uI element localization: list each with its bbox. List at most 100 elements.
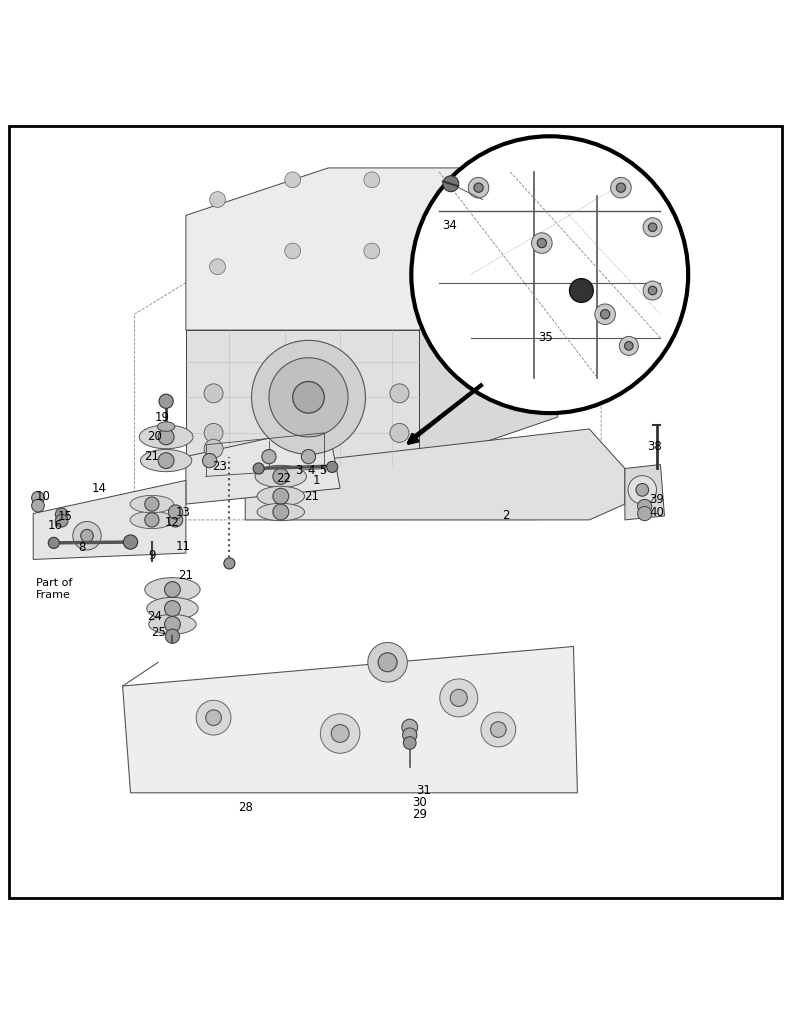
Text: 12: 12 bbox=[165, 516, 180, 528]
Circle shape bbox=[327, 462, 338, 472]
Text: 3: 3 bbox=[295, 464, 303, 477]
Circle shape bbox=[364, 172, 380, 187]
Ellipse shape bbox=[157, 422, 175, 431]
Circle shape bbox=[202, 454, 217, 468]
Circle shape bbox=[506, 196, 522, 211]
Circle shape bbox=[628, 475, 657, 504]
Text: 10: 10 bbox=[36, 489, 51, 503]
Text: 11: 11 bbox=[176, 540, 191, 553]
Circle shape bbox=[210, 259, 225, 274]
Circle shape bbox=[364, 243, 380, 259]
Circle shape bbox=[468, 177, 489, 198]
Circle shape bbox=[81, 529, 93, 542]
Text: 16: 16 bbox=[48, 519, 62, 531]
Circle shape bbox=[285, 172, 301, 187]
Circle shape bbox=[619, 337, 638, 355]
Polygon shape bbox=[186, 330, 419, 465]
Ellipse shape bbox=[149, 614, 196, 634]
Circle shape bbox=[32, 492, 44, 504]
Text: Part of
Frame: Part of Frame bbox=[36, 578, 72, 599]
Circle shape bbox=[48, 538, 59, 549]
Circle shape bbox=[331, 725, 349, 742]
Text: 40: 40 bbox=[649, 506, 664, 518]
Circle shape bbox=[411, 136, 688, 413]
Circle shape bbox=[450, 689, 467, 707]
Text: 20: 20 bbox=[148, 429, 162, 442]
Text: 35: 35 bbox=[539, 332, 553, 344]
Circle shape bbox=[123, 535, 138, 549]
Ellipse shape bbox=[257, 486, 305, 506]
Circle shape bbox=[443, 251, 459, 267]
Circle shape bbox=[165, 616, 180, 632]
Circle shape bbox=[443, 176, 459, 191]
Circle shape bbox=[204, 384, 223, 402]
Circle shape bbox=[55, 508, 68, 520]
Text: 30: 30 bbox=[412, 796, 426, 809]
Circle shape bbox=[600, 309, 610, 318]
Circle shape bbox=[206, 710, 221, 725]
Circle shape bbox=[643, 218, 662, 237]
Circle shape bbox=[168, 505, 183, 519]
Circle shape bbox=[168, 513, 183, 527]
Circle shape bbox=[204, 439, 223, 458]
Text: 39: 39 bbox=[649, 493, 664, 506]
Ellipse shape bbox=[255, 465, 307, 487]
Circle shape bbox=[481, 712, 516, 746]
Circle shape bbox=[542, 346, 558, 361]
Ellipse shape bbox=[141, 450, 192, 472]
Text: 34: 34 bbox=[442, 219, 456, 232]
Circle shape bbox=[542, 291, 558, 306]
Circle shape bbox=[210, 191, 225, 208]
Text: 8: 8 bbox=[78, 541, 85, 554]
Circle shape bbox=[253, 463, 264, 474]
Circle shape bbox=[611, 177, 631, 198]
Circle shape bbox=[273, 469, 289, 484]
Text: 22: 22 bbox=[276, 472, 290, 485]
Text: 24: 24 bbox=[147, 610, 161, 623]
Circle shape bbox=[537, 239, 547, 248]
Ellipse shape bbox=[131, 496, 174, 513]
Circle shape bbox=[32, 500, 44, 512]
Circle shape bbox=[293, 382, 324, 413]
Circle shape bbox=[570, 279, 593, 302]
Circle shape bbox=[158, 453, 174, 469]
Text: 21: 21 bbox=[305, 489, 319, 503]
Polygon shape bbox=[33, 480, 186, 559]
Circle shape bbox=[636, 483, 649, 497]
Circle shape bbox=[625, 342, 633, 350]
Circle shape bbox=[542, 227, 558, 243]
Ellipse shape bbox=[139, 425, 193, 449]
Circle shape bbox=[532, 232, 552, 253]
Circle shape bbox=[474, 183, 483, 193]
Circle shape bbox=[196, 700, 231, 735]
Circle shape bbox=[403, 736, 416, 750]
Circle shape bbox=[378, 652, 397, 672]
Circle shape bbox=[542, 393, 558, 410]
Circle shape bbox=[506, 267, 522, 283]
Text: 21: 21 bbox=[179, 568, 193, 582]
Text: 28: 28 bbox=[238, 801, 252, 813]
Text: 2: 2 bbox=[502, 510, 510, 522]
Circle shape bbox=[616, 183, 626, 193]
Circle shape bbox=[443, 180, 459, 196]
Circle shape bbox=[55, 514, 68, 527]
Circle shape bbox=[390, 384, 409, 402]
Polygon shape bbox=[186, 168, 558, 330]
Circle shape bbox=[403, 728, 417, 742]
Text: 38: 38 bbox=[648, 440, 662, 453]
Circle shape bbox=[459, 306, 522, 370]
Circle shape bbox=[301, 450, 316, 464]
Ellipse shape bbox=[145, 578, 200, 601]
Circle shape bbox=[204, 423, 223, 442]
Circle shape bbox=[285, 243, 301, 259]
Text: 31: 31 bbox=[416, 784, 430, 797]
Ellipse shape bbox=[147, 597, 198, 620]
Circle shape bbox=[273, 504, 289, 520]
Text: 1: 1 bbox=[312, 474, 320, 486]
Text: 5: 5 bbox=[319, 464, 327, 477]
Text: 23: 23 bbox=[212, 460, 226, 473]
Circle shape bbox=[643, 281, 662, 300]
Text: 13: 13 bbox=[176, 506, 191, 518]
Circle shape bbox=[528, 187, 544, 204]
Circle shape bbox=[390, 423, 409, 442]
